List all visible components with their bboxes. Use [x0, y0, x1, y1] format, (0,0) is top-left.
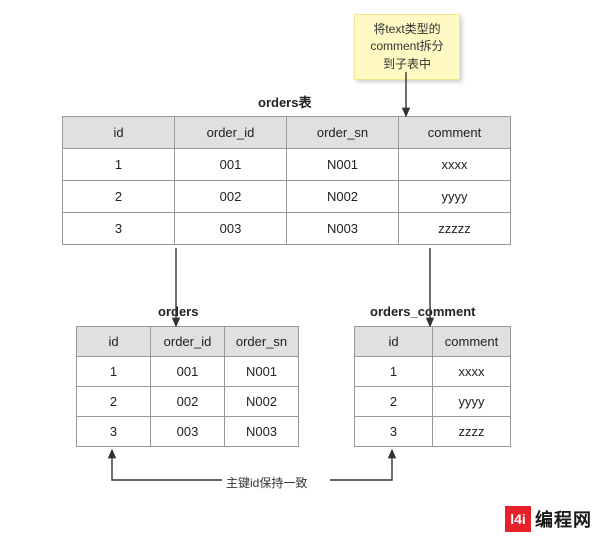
table-cell: N001 [225, 357, 299, 387]
table-cell: 003 [151, 417, 225, 447]
table-cell: xxxx [399, 149, 511, 181]
table-cell: 2 [63, 181, 175, 213]
col-header: id [63, 117, 175, 149]
table-cell: 002 [151, 387, 225, 417]
table-cell: N003 [287, 213, 399, 245]
label-orders-child: orders [158, 304, 198, 319]
logo-text-inner: l4i [510, 511, 526, 527]
table-row: 1xxxx [355, 357, 511, 387]
table-cell: zzzz [433, 417, 511, 447]
col-header: order_id [175, 117, 287, 149]
table-row: 3zzzz [355, 417, 511, 447]
table-cell: 1 [63, 149, 175, 181]
table-cell: 003 [175, 213, 287, 245]
note-line-3: 到子表中 [383, 57, 431, 71]
label-orders-comment: orders_comment [370, 304, 475, 319]
table-cell: zzzzz [399, 213, 511, 245]
table-cell: 3 [77, 417, 151, 447]
col-header: order_sn [225, 327, 299, 357]
table-cell: 001 [151, 357, 225, 387]
note-line-1: 将text类型的 [373, 22, 440, 36]
arrows-layer [0, 0, 600, 540]
table-cell: N002 [225, 387, 299, 417]
col-header: id [355, 327, 433, 357]
table-row: 3003N003 [77, 417, 299, 447]
table-row: 2yyyy [355, 387, 511, 417]
table-row: 1001N001xxxx [63, 149, 511, 181]
col-header: order_sn [287, 117, 399, 149]
orders-comment-table: idcomment1xxxx2yyyy3zzzz [354, 326, 511, 447]
table-row: 2002N002 [77, 387, 299, 417]
orders-child-table: idorder_idorder_sn1001N0012002N0023003N0… [76, 326, 299, 447]
brand-text: 编程网 [535, 506, 592, 532]
table-row: 2002N002yyyy [63, 181, 511, 213]
table-cell: 002 [175, 181, 287, 213]
note-line-2: comment拆分 [370, 39, 443, 53]
table-cell: 3 [355, 417, 433, 447]
col-header: comment [399, 117, 511, 149]
table-cell: yyyy [399, 181, 511, 213]
table-cell: yyyy [433, 387, 511, 417]
orders-main-table: idorder_idorder_sncomment1001N001xxxx200… [62, 116, 511, 245]
table-cell: N003 [225, 417, 299, 447]
table-cell: 001 [175, 149, 287, 181]
col-header: order_id [151, 327, 225, 357]
footer-logo: l4i 编程网 [505, 506, 592, 532]
table-cell: 3 [63, 213, 175, 245]
label-orders-main: orders表 [258, 92, 311, 111]
table-row: 3003N003zzzzz [63, 213, 511, 245]
logo-box: l4i [505, 506, 531, 532]
table-cell: N002 [287, 181, 399, 213]
table-cell: 2 [77, 387, 151, 417]
col-header: id [77, 327, 151, 357]
col-header: comment [433, 327, 511, 357]
label-pk-note: 主键id保持一致 [226, 474, 307, 491]
table-cell: 1 [355, 357, 433, 387]
table-cell: xxxx [433, 357, 511, 387]
table-cell: N001 [287, 149, 399, 181]
table-cell: 1 [77, 357, 151, 387]
table-cell: 2 [355, 387, 433, 417]
table-row: 1001N001 [77, 357, 299, 387]
sticky-note: 将text类型的 comment拆分 到子表中 [354, 14, 460, 80]
